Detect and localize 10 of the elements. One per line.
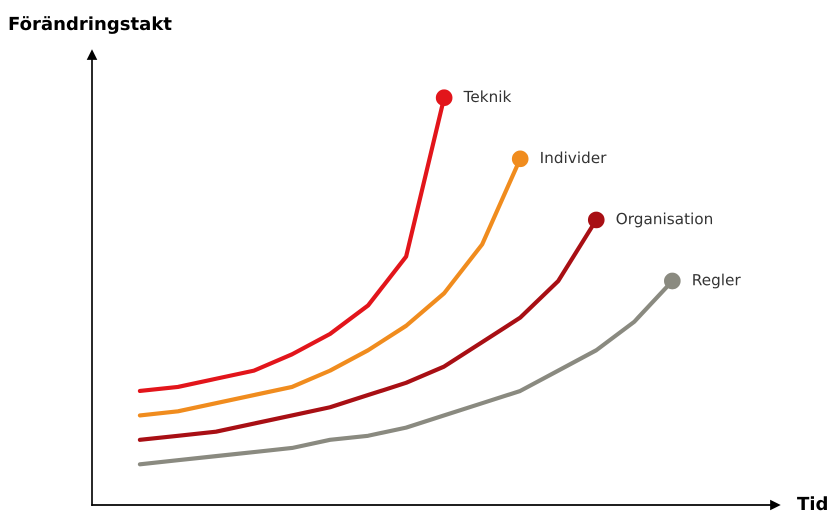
series-label: Teknik <box>464 90 512 102</box>
series-label: Regler <box>693 274 741 288</box>
point <box>512 150 529 168</box>
point <box>436 89 452 106</box>
text: Tid <box>797 496 827 510</box>
point <box>664 272 681 290</box>
y-axis-title: Förändringstakt <box>10 16 172 34</box>
series-label: Organisation <box>616 212 712 228</box>
point <box>588 212 605 228</box>
series-label: Individer <box>541 151 606 164</box>
